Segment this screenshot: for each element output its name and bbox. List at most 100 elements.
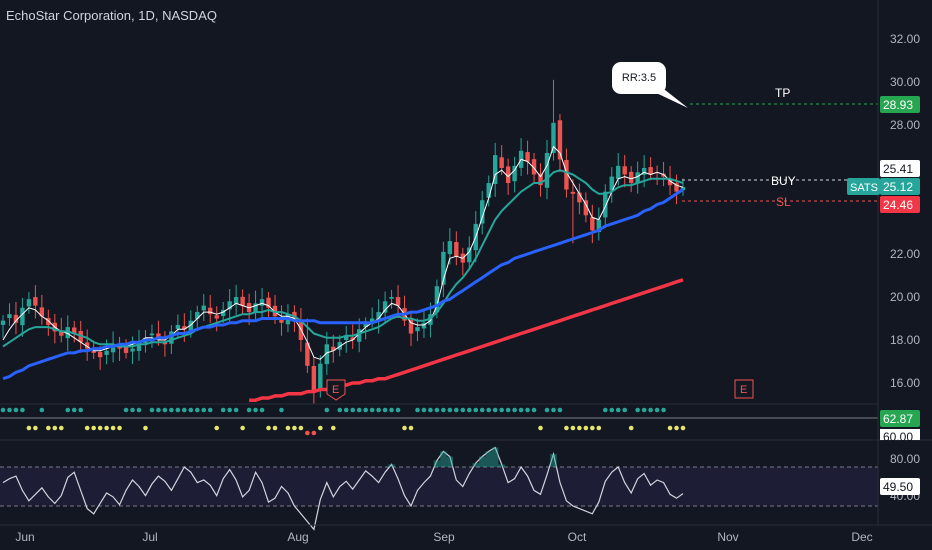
candle-body: [65, 327, 70, 339]
indicator-dot: [318, 425, 323, 431]
indicator-dot: [246, 407, 252, 413]
candle-body: [570, 191, 576, 194]
indicator-dot: [175, 407, 181, 413]
candle-body: [240, 296, 245, 306]
indicator-dot: [259, 407, 265, 413]
candle-body: [208, 307, 213, 315]
indicator-dot: [272, 425, 278, 431]
dots-value-tag-text: 62.87: [883, 412, 913, 426]
dots-value-tag: [880, 410, 920, 427]
indicator-dot: [33, 425, 38, 431]
earnings-marker-oct-label: E: [740, 384, 747, 396]
indicator-dot: [285, 425, 291, 431]
indicator-dot: [123, 407, 129, 413]
indicator-dot: [428, 407, 433, 413]
candle-body: [415, 327, 420, 332]
candle-body: [149, 333, 155, 336]
earnings-marker-aug[interactable]: [326, 379, 346, 401]
indicator-dot: [136, 407, 142, 413]
time-tick: Sep: [433, 530, 455, 544]
indicator-dot: [583, 425, 589, 431]
indicator-dot: [602, 407, 608, 413]
candle-body: [641, 168, 647, 175]
candle-body: [33, 297, 38, 306]
indicator-dot: [194, 407, 200, 413]
candle-body: [162, 342, 168, 345]
candle-body: [259, 299, 265, 306]
indicator-dot: [130, 407, 135, 413]
rsi-overbought-fill: [491, 447, 499, 467]
rsi-overbought-fill: [446, 456, 454, 467]
candle-body: [182, 326, 187, 330]
dots-level-tag: [880, 429, 920, 440]
indicator-dot: [214, 425, 220, 431]
buy-price-tag: [880, 160, 920, 177]
tp-label: TP: [775, 86, 790, 100]
rsi-overbought-fill: [440, 451, 447, 467]
time-axis[interactable]: Jun Jul Aug Sep Oct Nov Dec: [15, 530, 872, 544]
candle-body: [7, 314, 12, 319]
ma-blue-line: [2, 188, 684, 381]
indicator-dot: [39, 407, 45, 413]
indicator-dot: [84, 425, 90, 431]
tp-price-tag-text: 28.93: [883, 98, 913, 112]
candle-body: [136, 342, 142, 351]
indicator-dot: [156, 407, 161, 413]
ma-red-line: [249, 278, 684, 402]
candle-body: [525, 152, 530, 162]
candle-body: [616, 165, 621, 180]
candle-body: [538, 173, 543, 186]
indicator-dot: [577, 425, 582, 431]
candle-body: [220, 309, 226, 317]
indicator-dot: [441, 407, 446, 413]
price-tick: 20.00: [890, 290, 920, 304]
candle-body: [123, 346, 129, 353]
candle-body: [389, 297, 394, 299]
indicator-dot: [343, 407, 349, 413]
indicator-dot: [622, 407, 628, 413]
indicator-dot: [615, 407, 621, 413]
earnings-marker-oct[interactable]: [734, 379, 754, 399]
candle-body: [492, 155, 498, 185]
candle-body: [512, 165, 517, 182]
price-axis[interactable]: 32.00 30.00 28.00 22.00 20.00 18.00 16.00: [890, 32, 920, 390]
price-tick: 32.00: [890, 32, 920, 46]
indicator-dot: [402, 425, 407, 431]
indicator-dot: [78, 407, 84, 413]
candle-body: [603, 191, 608, 218]
earnings-marker-aug-label: E: [332, 384, 339, 396]
indicator-dot: [356, 407, 362, 413]
indicator-dot: [557, 407, 563, 413]
price-tick: 30.00: [890, 75, 920, 89]
rsi-band: [0, 467, 878, 506]
candle-body: [104, 350, 109, 355]
indicator-dot: [434, 407, 440, 413]
rsi-overbought-fill: [498, 464, 505, 467]
candle-body: [376, 312, 381, 321]
buy-price-tag-text: 25.41: [883, 162, 913, 176]
indicator-dot: [421, 407, 427, 413]
indicator-dot: [447, 407, 453, 413]
candle-body: [486, 183, 491, 198]
indicator-dot: [337, 407, 343, 413]
rsi-overbought-fill: [472, 463, 479, 467]
candle-body: [227, 301, 232, 310]
time-tick: Jun: [15, 530, 34, 544]
price-tick: 16.00: [890, 376, 920, 390]
indicator-dot: [363, 407, 368, 413]
candle-body: [564, 160, 569, 190]
indicator-dot: [654, 407, 660, 413]
candle-body: [214, 315, 219, 319]
candle-body: [46, 317, 51, 325]
candle-body: [97, 351, 103, 358]
indicator-dot: [376, 407, 381, 413]
rsi-overbought-fill: [485, 451, 492, 467]
indicator-dot: [408, 425, 414, 431]
sl-label: SL: [776, 195, 791, 209]
indicator-dot: [97, 425, 103, 431]
indicator-dot: [570, 425, 576, 431]
indicator-dot: [117, 425, 122, 431]
indicator-dot: [661, 407, 666, 413]
rr-bubble[interactable]: RR:3.5: [612, 62, 666, 94]
